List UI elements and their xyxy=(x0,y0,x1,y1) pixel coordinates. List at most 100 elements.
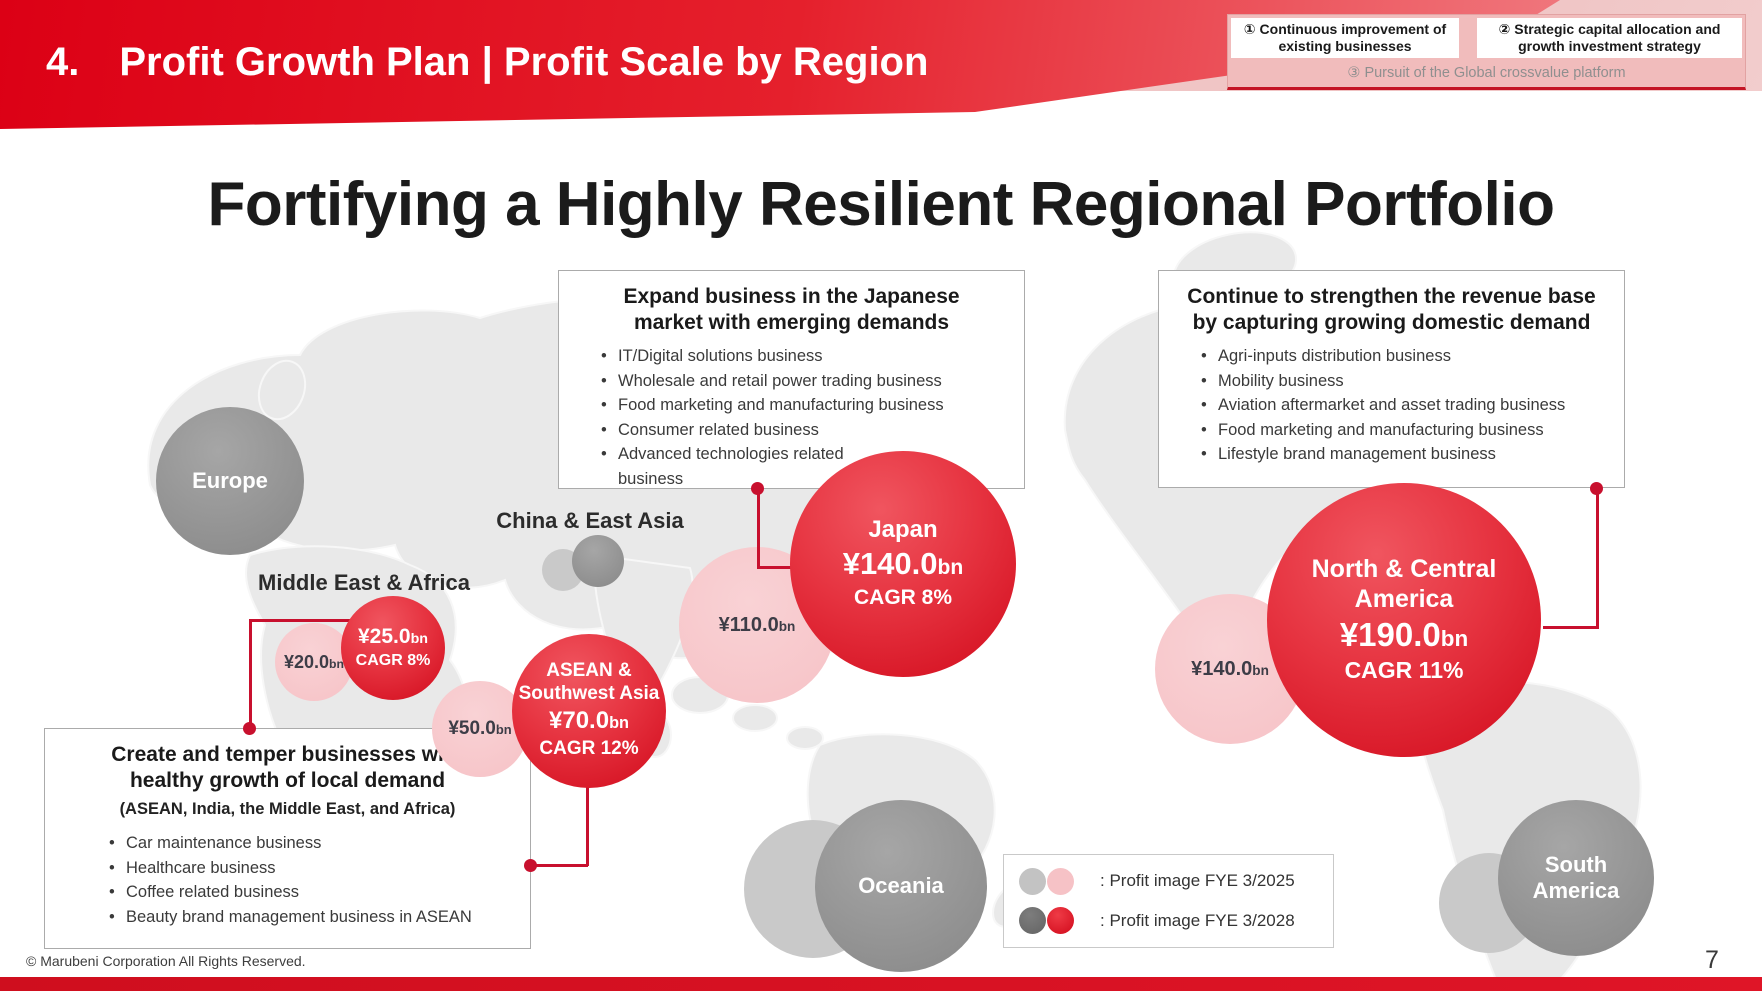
callout-japan-title: Expand business in the Japanese market w… xyxy=(623,285,960,334)
profit-value: ¥140.0 xyxy=(1191,657,1253,680)
connector-asean-line-h xyxy=(531,864,588,867)
region-europe-circle: Europe xyxy=(156,407,304,555)
profit-2028: ¥140.0bn xyxy=(843,545,964,584)
region-asean-2028-circle: ASEAN & Southwest Asia ¥70.0bn CAGR 12% xyxy=(512,634,666,788)
profit-2028: ¥190.0bn xyxy=(1340,614,1468,655)
slide-title: Profit Growth Plan | Profit Scale by Reg… xyxy=(119,40,929,84)
legend-row-2025: : Profit image FYE 3/2025 xyxy=(1019,867,1333,895)
cagr-label: CAGR 12% xyxy=(539,737,639,759)
region-name: South America xyxy=(1532,851,1620,903)
callout-americas-title: Continue to strengthen the revenue base … xyxy=(1187,285,1596,334)
profit-2028: ¥25.0bn xyxy=(358,624,428,650)
profit-unit: bn xyxy=(1440,625,1469,651)
callout-japan-bullet-list: IT/Digital solutions business Wholesale … xyxy=(559,344,1024,491)
strategy-item-2: ② Strategic capital allocation and growt… xyxy=(1477,18,1742,58)
connector-mea-line-v xyxy=(249,619,252,730)
region-name: ASEAN & Southwest Asia xyxy=(518,660,660,705)
bullet-item: Lifestyle brand management business xyxy=(1201,442,1616,467)
profit-value: ¥20.0 xyxy=(284,651,330,672)
callout-americas-bullet-list: Agri-inputs distribution business Mobili… xyxy=(1159,344,1624,467)
region-oceania-circle: Oceania xyxy=(815,800,987,972)
profit-value: ¥50.0 xyxy=(448,718,496,740)
region-mea-label: Middle East & Africa xyxy=(258,570,470,595)
legend-label-2028: : Profit image FYE 3/2028 xyxy=(1100,910,1295,930)
strategy-item-1: ① Continuous improvement of existing bus… xyxy=(1231,18,1459,58)
bullet-item: Agri-inputs distribution business xyxy=(1201,344,1616,369)
legend-box: : Profit image FYE 3/2025 : Profit image… xyxy=(1003,854,1334,948)
connector-japan-dot xyxy=(751,482,764,495)
connector-nca-line-v xyxy=(1596,489,1599,628)
connector-mea-dot xyxy=(243,722,256,735)
bullet-item: Advanced technologies related business xyxy=(601,442,853,491)
region-mea-2025-circle: ¥20.0bn xyxy=(275,623,353,701)
connector-japan-line-v xyxy=(757,489,760,568)
region-name: Japan xyxy=(868,516,938,544)
region-china-east-asia-label: China & East Asia xyxy=(496,508,684,533)
profit-unit: bn xyxy=(937,555,964,579)
connector-asean-line-v xyxy=(586,780,589,866)
legend-gray-2025-swatch xyxy=(1019,867,1046,895)
cagr-label: CAGR 11% xyxy=(1344,657,1464,684)
strategy-overview-panel: ① Continuous improvement of existing bus… xyxy=(1227,14,1746,90)
bullet-item: IT/Digital solutions business xyxy=(601,344,1016,369)
profit-unit: bn xyxy=(1252,662,1269,678)
profit-value: ¥70.0 xyxy=(549,706,610,734)
slide-header-text: 4. Profit Growth Plan | Profit Scale by … xyxy=(46,40,1560,85)
profit-unit: bn xyxy=(410,631,428,648)
bullet-item: Healthcare business xyxy=(109,856,522,881)
profit-2025: ¥110.0bn xyxy=(719,613,796,638)
region-nca-2028-circle: North & Central America ¥190.0bn CAGR 11… xyxy=(1267,483,1541,757)
main-heading: Fortifying a Highly Resilient Regional P… xyxy=(207,170,1555,239)
map-uk xyxy=(257,359,307,421)
region-south-america-circle: South America xyxy=(1498,800,1654,956)
profit-value: ¥25.0 xyxy=(358,625,411,649)
profit-unit: bn xyxy=(778,618,796,634)
region-china-2028-circle xyxy=(572,535,624,587)
profit-2025: ¥20.0bn xyxy=(284,651,344,674)
bullet-item: Food marketing and manufacturing busines… xyxy=(601,393,1016,418)
strategy-top-row: ① Continuous improvement of existing bus… xyxy=(1228,15,1745,61)
region-asean-2025-circle: ¥50.0bn xyxy=(432,681,528,777)
slide-number-prefix: 4. xyxy=(46,40,80,84)
profit-unit: bn xyxy=(609,713,629,732)
region-name: Oceania xyxy=(858,872,944,898)
callout-local-bullet-list: Car maintenance business Healthcare busi… xyxy=(45,831,530,929)
profit-2028: ¥70.0bn xyxy=(549,706,629,736)
callout-local-demand-title: Create and temper businesses with health… xyxy=(111,743,464,792)
connector-asean-dot xyxy=(524,859,537,872)
bottom-accent-bar xyxy=(0,977,1762,991)
legend-row-2028: : Profit image FYE 3/2028 xyxy=(1019,907,1333,935)
callout-local-demand-subtitle: (ASEAN, India, the Middle East, and Afri… xyxy=(119,800,456,818)
legend-darkgray-2028-swatch xyxy=(1019,907,1046,935)
region-mea-2028-circle: ¥25.0bn CAGR 8% xyxy=(341,596,445,700)
profit-unit: bn xyxy=(329,656,344,671)
page-number: 7 xyxy=(1705,946,1719,974)
bullet-item: Aviation aftermarket and asset trading b… xyxy=(1201,393,1616,418)
bullet-item: Consumer related business xyxy=(601,418,1016,443)
bullet-item: Food marketing and manufacturing busines… xyxy=(1201,418,1616,443)
profit-2025: ¥50.0bn xyxy=(448,717,511,741)
profit-value: ¥140.0 xyxy=(842,545,938,581)
callout-americas-box: Continue to strengthen the revenue base … xyxy=(1158,270,1625,488)
cagr-label: CAGR 8% xyxy=(355,652,431,670)
profit-unit: bn xyxy=(495,722,512,738)
profit-value: ¥110.0 xyxy=(718,613,779,636)
legend-label-2025: : Profit image FYE 3/2025 xyxy=(1100,871,1295,891)
profit-value: ¥190.0 xyxy=(1339,615,1441,653)
bullet-item: Mobility business xyxy=(1201,369,1616,394)
bullet-item: Wholesale and retail power trading busin… xyxy=(601,369,1016,394)
legend-red-2028-swatch xyxy=(1047,907,1074,935)
legend-pink-2025-swatch xyxy=(1047,867,1074,895)
connector-nca-line-h xyxy=(1543,626,1599,629)
cagr-label: CAGR 8% xyxy=(853,585,953,609)
region-japan-2028-circle: Japan ¥140.0bn CAGR 8% xyxy=(790,451,1016,677)
bullet-item: Coffee related business xyxy=(109,880,522,905)
region-name: North & Central America xyxy=(1311,554,1497,613)
bullet-item: Car maintenance business xyxy=(109,831,522,856)
connector-mea-line-h xyxy=(249,619,352,622)
callout-japan-box: Expand business in the Japanese market w… xyxy=(558,270,1025,489)
strategy-item-3: ③ Pursuit of the Global crossvalue platf… xyxy=(1347,65,1626,81)
connector-nca-dot xyxy=(1590,482,1603,495)
footer-copyright: © Marubeni Corporation All Rights Reserv… xyxy=(26,953,306,969)
